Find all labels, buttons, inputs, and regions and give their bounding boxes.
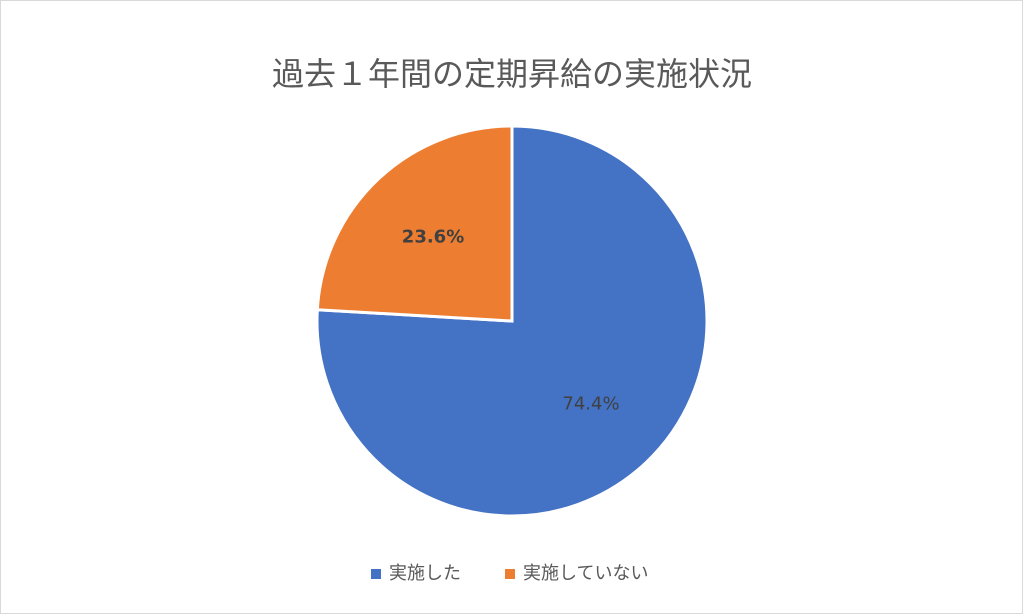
pie-slice: [315, 124, 709, 518]
legend-swatch: [505, 569, 515, 579]
legend-label: 実施した: [389, 563, 461, 584]
legend-swatch: [371, 569, 381, 579]
data-label: 23.6%: [402, 226, 464, 247]
legend-label: 実施していない: [523, 563, 648, 584]
pie-slice: [315, 124, 514, 323]
chart-title: 過去１年間の定期昇給の実施状況: [272, 55, 752, 93]
data-label: 74.4%: [562, 394, 619, 415]
